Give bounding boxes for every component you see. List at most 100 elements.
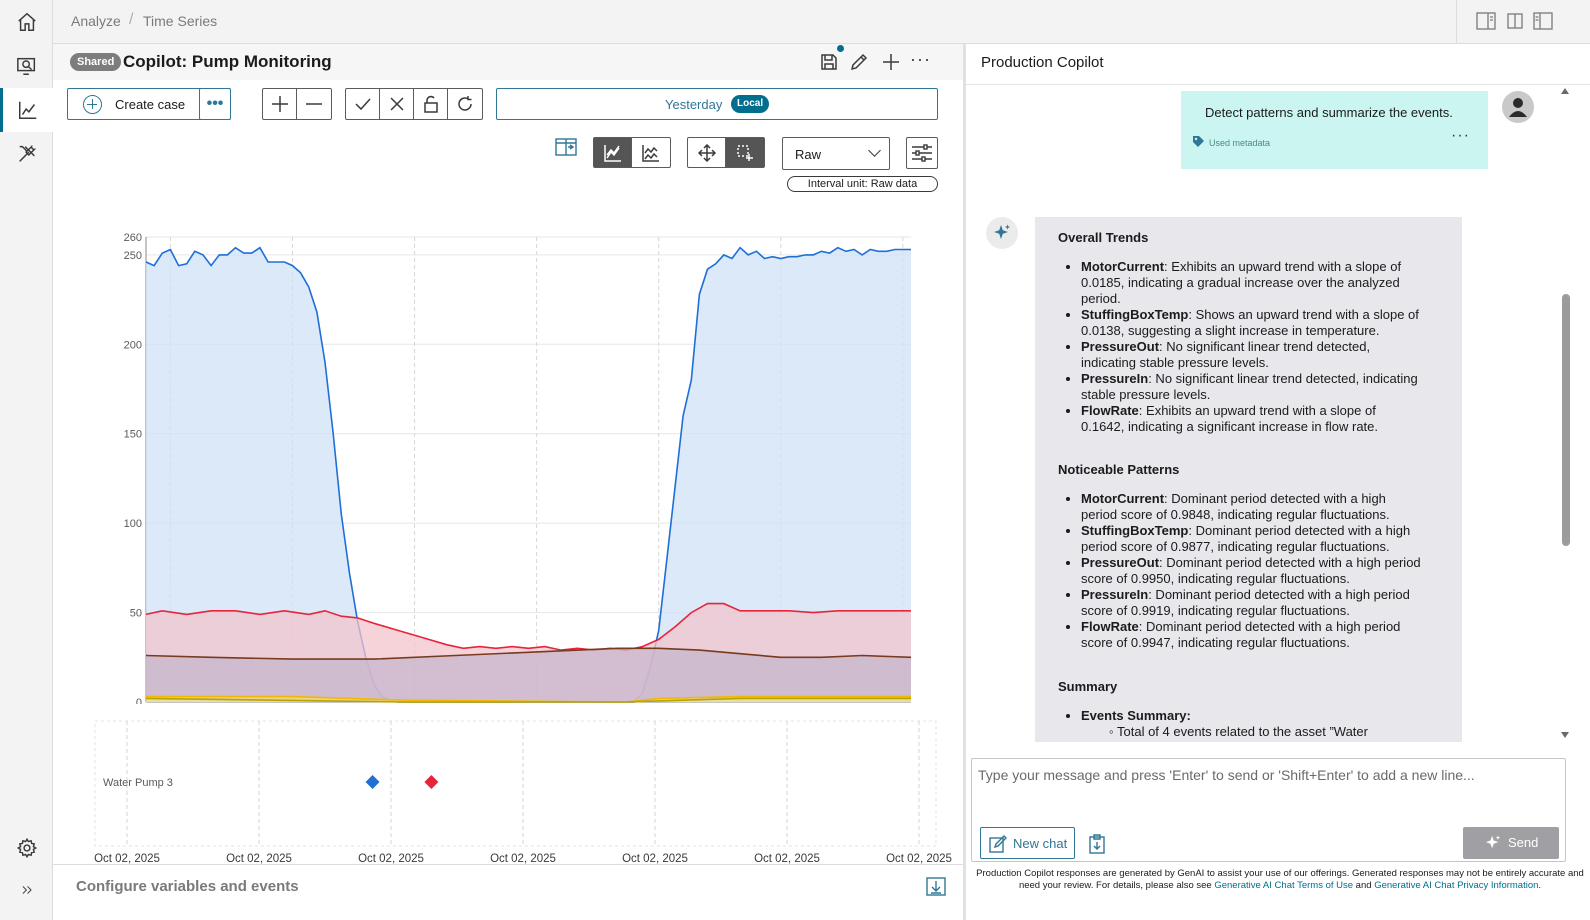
tools-button[interactable] bbox=[0, 132, 53, 176]
scroll-down-button[interactable] bbox=[1561, 732, 1569, 738]
list-item: MotorCurrent: Dominant period detected w… bbox=[1081, 491, 1421, 523]
message-options-button[interactable]: ··· bbox=[1451, 127, 1470, 144]
multi-axis-mode-button[interactable] bbox=[632, 138, 670, 167]
clipboard-icon bbox=[1089, 834, 1105, 854]
summary-sub-item: ◦ Total of 4 events related to the asset… bbox=[1109, 724, 1368, 739]
pan-mode-button[interactable] bbox=[688, 138, 726, 167]
list-item: PressureOut: No significant linear trend… bbox=[1081, 339, 1421, 371]
disclaimer-period: . bbox=[1538, 880, 1542, 891]
used-metadata-label[interactable]: Used metadata bbox=[1209, 138, 1271, 148]
zoom-in-button[interactable] bbox=[263, 89, 297, 119]
new-chat-label: New chat bbox=[1013, 836, 1068, 851]
person-icon bbox=[1509, 98, 1527, 117]
layout-split-button[interactable] bbox=[1505, 12, 1525, 30]
send-button[interactable]: Send bbox=[1463, 827, 1559, 859]
list-item: MotorCurrent: Exhibits an upward trend w… bbox=[1081, 259, 1421, 307]
series-area-2 bbox=[146, 648, 911, 702]
user-message: Detect patterns and summarize the events… bbox=[1181, 91, 1488, 169]
legend-toggle-button[interactable] bbox=[555, 137, 577, 157]
summary-head: Events Summary: bbox=[1081, 708, 1191, 723]
expand-configure-button[interactable] bbox=[926, 875, 946, 897]
series-line-2 bbox=[145, 647, 912, 660]
create-case-more-button[interactable]: ••• bbox=[199, 88, 231, 120]
chart-settings-button[interactable] bbox=[906, 137, 938, 169]
stacked-chart-icon bbox=[642, 144, 659, 162]
new-chat-icon bbox=[989, 835, 1007, 853]
monitor-search-icon bbox=[16, 57, 35, 75]
chat-input-box: New chat Send bbox=[971, 758, 1566, 862]
list-item: PressureIn: No significant linear trend … bbox=[1081, 371, 1421, 403]
privacy-link[interactable]: Generative AI Chat Privacy Information bbox=[1374, 880, 1539, 891]
move-arrows-icon bbox=[697, 143, 716, 162]
sliders-icon bbox=[912, 144, 932, 162]
trends-list: MotorCurrent: Exhibits an upward trend w… bbox=[1081, 259, 1421, 435]
layout-right-panel-button[interactable] bbox=[1476, 12, 1496, 30]
home-button[interactable] bbox=[0, 0, 53, 44]
chat-input[interactable] bbox=[978, 767, 1558, 817]
home-icon bbox=[17, 12, 36, 31]
zoom-out-button[interactable] bbox=[297, 89, 331, 119]
more-options-button[interactable]: ··· bbox=[910, 49, 931, 69]
layout-right-icon bbox=[1476, 12, 1496, 30]
expand-rail-button[interactable] bbox=[0, 868, 53, 912]
left-rail bbox=[0, 0, 53, 920]
unlock-button[interactable] bbox=[414, 89, 448, 119]
y-tick-label: 250 bbox=[124, 250, 142, 262]
series-line-1 bbox=[145, 602, 911, 651]
interaction-mode-group bbox=[687, 137, 765, 168]
breadcrumb-analyze[interactable]: Analyze bbox=[71, 13, 121, 29]
plus-icon bbox=[883, 54, 899, 70]
settings-button[interactable] bbox=[0, 826, 53, 870]
scroll-up-button[interactable] bbox=[1561, 88, 1569, 94]
single-axis-mode-button[interactable] bbox=[594, 138, 632, 167]
layout-left-panel-button[interactable] bbox=[1533, 12, 1553, 30]
terms-link[interactable]: Generative AI Chat Terms of Use bbox=[1214, 880, 1354, 891]
list-item: PressureOut: Dominant period detected wi… bbox=[1081, 555, 1421, 587]
events-timeline[interactable]: Oct 02, 2025 Oct 02, 2025 Oct 02, 2025 Oct … bbox=[53, 716, 963, 864]
sparkle-icon bbox=[994, 224, 1010, 239]
events-x-tick-label: Oct 02, 2025 bbox=[226, 853, 292, 864]
top-bar: Analyze / Time Series bbox=[53, 0, 1590, 44]
accept-button[interactable] bbox=[346, 89, 380, 119]
reject-button[interactable] bbox=[380, 89, 414, 119]
refresh-button[interactable] bbox=[448, 89, 482, 119]
patterns-list: MotorCurrent: Dominant period detected w… bbox=[1081, 491, 1421, 651]
area-chart-icon bbox=[603, 144, 621, 162]
events-frame bbox=[94, 720, 937, 847]
breadcrumb-time-series[interactable]: Time Series bbox=[143, 13, 218, 29]
summary-sub-text: Total of 4 events related to the asset ”… bbox=[1117, 724, 1368, 739]
layout-left-icon bbox=[1533, 12, 1553, 30]
tag-icon bbox=[1193, 136, 1204, 147]
selection-tool-group bbox=[345, 88, 483, 120]
unsaved-indicator bbox=[837, 45, 844, 52]
tools-icon bbox=[18, 144, 36, 162]
time-range-label: Yesterday bbox=[665, 97, 723, 112]
time-series-panel: Shared Copilot: Pump Monitoring ··· Crea… bbox=[53, 44, 963, 920]
panel-splitter[interactable] bbox=[963, 44, 966, 920]
add-button[interactable] bbox=[879, 50, 903, 74]
analyze-monitor-button[interactable] bbox=[0, 44, 53, 88]
aggregation-select[interactable]: Raw bbox=[782, 137, 890, 170]
trend-chart-button[interactable] bbox=[0, 88, 53, 132]
new-chat-button[interactable]: New chat bbox=[980, 827, 1075, 859]
close-icon bbox=[389, 97, 404, 111]
list-item: PressureIn: Dominant period detected wit… bbox=[1081, 587, 1421, 619]
box-zoom-mode-button[interactable] bbox=[726, 138, 764, 167]
events-x-tick-label: Oct 02, 2025 bbox=[358, 853, 424, 864]
save-button[interactable] bbox=[817, 50, 841, 74]
time-range-picker[interactable]: Yesterday Local bbox=[496, 88, 938, 120]
user-message-text: Detect patterns and summarize the events… bbox=[1205, 105, 1453, 120]
clipboard-button[interactable] bbox=[1088, 834, 1108, 856]
configure-bar[interactable]: Configure variables and events bbox=[53, 864, 963, 908]
chart-mode-group bbox=[593, 137, 671, 168]
y-tick-label: 0 bbox=[136, 697, 142, 704]
edit-button[interactable] bbox=[847, 50, 871, 74]
topbar-divider bbox=[1456, 0, 1457, 44]
save-icon bbox=[821, 54, 837, 70]
sparkle-icon bbox=[1485, 835, 1501, 849]
series-area-0 bbox=[146, 247, 911, 702]
double-chevron-right-icon bbox=[22, 886, 32, 894]
answer-heading-trends: Overall Trends bbox=[1058, 230, 1149, 245]
chat-scrollbar-thumb[interactable] bbox=[1562, 294, 1570, 546]
